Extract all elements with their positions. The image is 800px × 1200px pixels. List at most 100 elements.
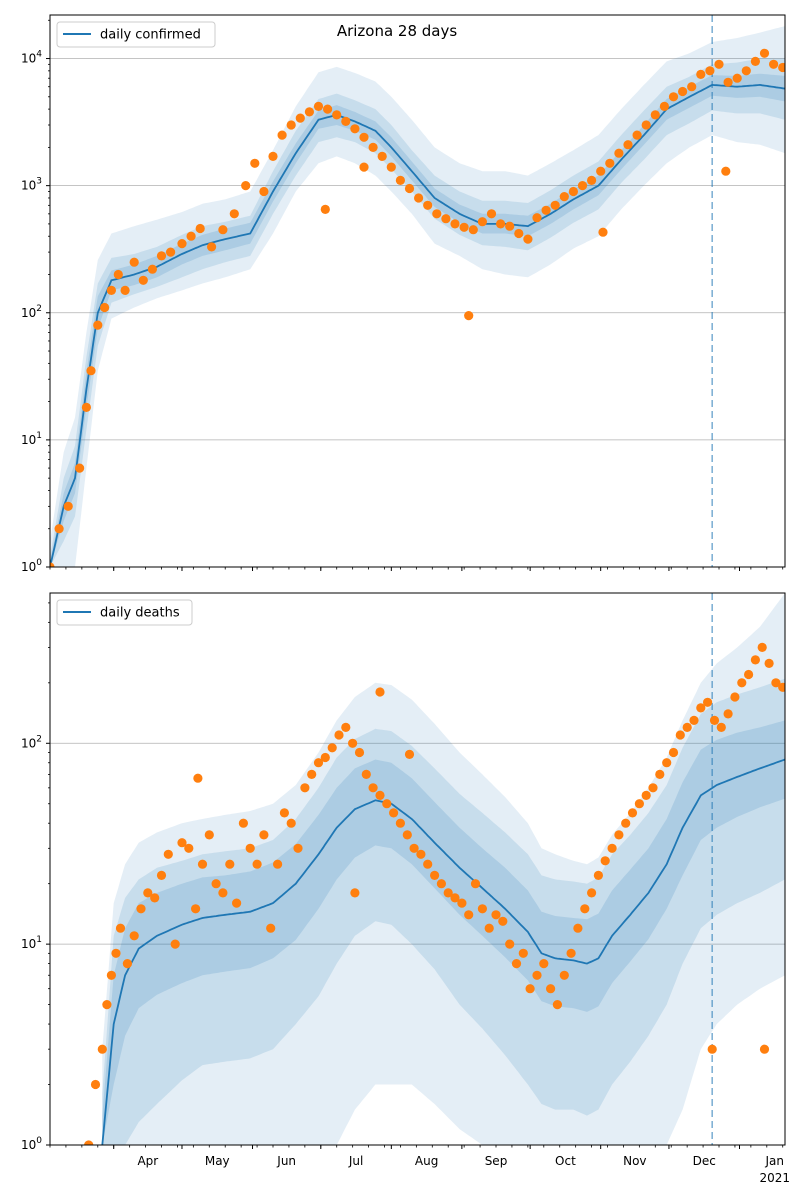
band-inner	[102, 720, 785, 1145]
data-point	[559, 970, 569, 980]
data-point	[511, 959, 522, 969]
data-point	[350, 888, 360, 898]
data-point	[368, 142, 378, 152]
figure-title: Arizona 28 days	[337, 22, 458, 40]
data-point	[541, 205, 551, 215]
data-point	[587, 175, 597, 185]
data-point	[395, 175, 405, 185]
data-point	[750, 56, 761, 66]
data-point	[634, 799, 645, 809]
data-point	[361, 769, 371, 780]
data-point	[721, 166, 731, 176]
data-point	[375, 790, 385, 801]
data-point	[359, 132, 369, 142]
y-tick-label: 101	[21, 935, 42, 951]
data-point	[505, 221, 515, 231]
y-tick-label: 102	[21, 304, 42, 320]
data-point	[769, 59, 779, 69]
data-point	[778, 62, 785, 73]
data-point	[525, 984, 535, 994]
x-tick-label: Jul	[348, 1154, 363, 1168]
band-middle	[50, 58, 785, 567]
data-point	[423, 859, 433, 869]
data-point	[430, 870, 440, 881]
data-point	[166, 247, 176, 257]
data-point	[675, 730, 685, 740]
data-point	[496, 219, 506, 229]
legend-label: daily deaths	[100, 606, 180, 621]
data-point	[580, 904, 590, 914]
plot-area	[84, 593, 785, 1145]
data-point	[682, 722, 692, 733]
data-point	[350, 124, 360, 134]
data-point	[648, 783, 658, 793]
data-point	[457, 898, 467, 908]
data-point	[477, 217, 487, 227]
data-point	[505, 939, 515, 949]
data-point	[207, 242, 217, 252]
data-point	[757, 642, 767, 653]
data-point	[491, 910, 501, 920]
data-point	[550, 200, 560, 210]
data-point	[368, 783, 378, 793]
data-point	[129, 257, 139, 267]
data-point	[150, 893, 160, 903]
data-point	[81, 402, 91, 412]
data-point	[375, 687, 385, 697]
x-tick-label: Apr	[137, 1154, 158, 1168]
data-point	[354, 747, 365, 758]
data-point	[678, 86, 688, 97]
data-point	[313, 758, 324, 768]
data-point	[705, 66, 715, 76]
y-tick-label: 104	[21, 50, 42, 66]
x-tick-label: Jan	[765, 1154, 785, 1168]
data-point	[106, 970, 116, 980]
data-point	[730, 692, 740, 702]
data-point	[156, 870, 167, 881]
data-point	[518, 948, 528, 958]
data-point	[409, 843, 419, 853]
data-point	[459, 222, 469, 232]
data-point	[245, 843, 255, 853]
x-tick-label: Aug	[415, 1154, 438, 1168]
data-point	[111, 948, 121, 958]
data-point	[464, 311, 474, 321]
data-point	[468, 225, 478, 235]
data-point	[86, 366, 96, 376]
data-point	[655, 769, 665, 780]
data-point	[714, 59, 724, 69]
data-point	[307, 769, 317, 780]
data-point	[250, 158, 260, 168]
data-point	[156, 251, 167, 261]
data-point	[668, 747, 679, 758]
data-point	[627, 808, 638, 818]
data-point	[129, 931, 139, 941]
data-point	[486, 209, 497, 219]
data-point	[232, 898, 242, 908]
data-point	[443, 888, 453, 898]
data-point	[184, 843, 194, 853]
data-point	[195, 223, 205, 234]
data-point	[741, 66, 751, 76]
series-line	[50, 83, 785, 567]
data-point	[191, 904, 201, 914]
data-point	[377, 151, 387, 161]
data-point	[470, 879, 481, 889]
data-point	[450, 219, 460, 229]
data-point	[402, 830, 412, 840]
data-point	[225, 859, 235, 869]
data-point	[304, 107, 314, 117]
data-point	[286, 818, 296, 828]
legend-label: daily confirmed	[100, 28, 201, 43]
data-point	[106, 285, 116, 295]
data-point	[238, 818, 248, 828]
band-inner	[50, 73, 785, 567]
band-middle	[102, 678, 785, 1145]
x-tick-label: Nov	[623, 1154, 646, 1168]
data-point	[477, 904, 487, 914]
data-point	[668, 92, 679, 102]
data-point	[241, 181, 251, 191]
data-point	[559, 192, 569, 202]
data-point	[771, 678, 781, 688]
data-point	[641, 120, 651, 130]
